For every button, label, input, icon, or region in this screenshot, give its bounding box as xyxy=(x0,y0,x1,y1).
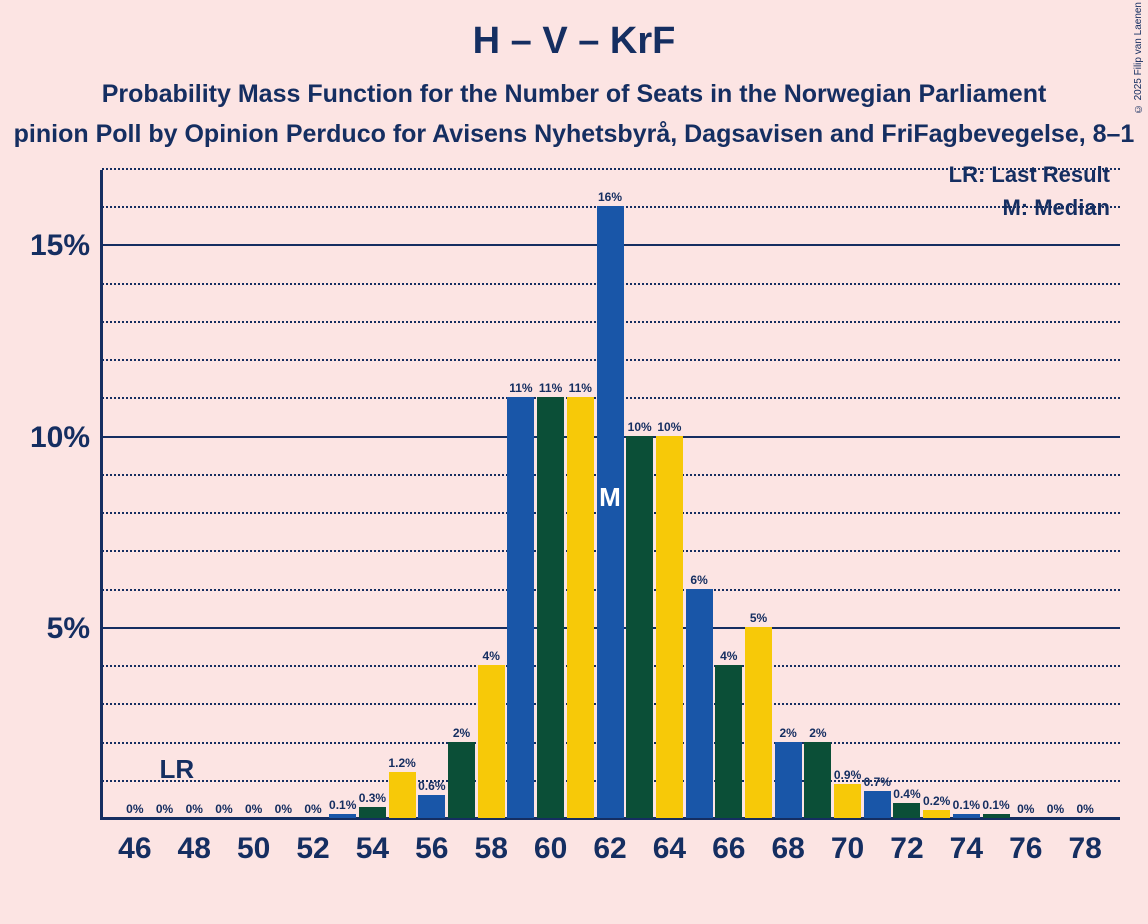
bar-value-label: 0% xyxy=(215,802,232,816)
bar-value-label: 0.1% xyxy=(329,798,356,812)
chart-subtitle-2: pinion Poll by Opinion Perduco for Avise… xyxy=(0,120,1148,149)
x-tick-label: 52 xyxy=(296,832,329,866)
x-tick-label: 50 xyxy=(237,832,270,866)
bar-value-label: 4% xyxy=(483,649,500,663)
bar-value-label: 0.3% xyxy=(359,791,386,805)
chart-subtitle-1: Probability Mass Function for the Number… xyxy=(0,80,1148,109)
bars-container: 0%0%0%0%0%0%0%0.1%0.3%1.2%0.6%2%4%11%11%… xyxy=(100,170,1120,820)
bar: 0.4% xyxy=(893,803,920,818)
bar: 0.1% xyxy=(329,814,356,818)
bar: 11% xyxy=(507,397,534,818)
legend-last-result: LR: Last Result xyxy=(949,162,1110,188)
median-marker: M xyxy=(599,482,621,513)
bar-value-label: 0.6% xyxy=(418,779,445,793)
bar-value-label: 1.2% xyxy=(388,756,415,770)
bar: 4% xyxy=(715,665,742,818)
bar-value-label: 0% xyxy=(1047,802,1064,816)
bar: 4% xyxy=(478,665,505,818)
bar-value-label: 0% xyxy=(275,802,292,816)
bar: 0.1% xyxy=(953,814,980,818)
bar-value-label: 6% xyxy=(690,573,707,587)
x-tick-label: 72 xyxy=(890,832,923,866)
bar-value-label: 0.1% xyxy=(982,798,1009,812)
x-tick-label: 74 xyxy=(950,832,983,866)
bar: 10% xyxy=(656,436,683,818)
bar-value-label: 0.1% xyxy=(953,798,980,812)
x-tick-label: 66 xyxy=(712,832,745,866)
x-tick-label: 78 xyxy=(1068,832,1101,866)
bar-value-label: 0% xyxy=(1076,802,1093,816)
bar-value-label: 10% xyxy=(628,420,652,434)
x-tick-label: 48 xyxy=(178,832,211,866)
bar-value-label: 2% xyxy=(780,726,797,740)
bar: 10% xyxy=(626,436,653,818)
x-tick-label: 76 xyxy=(1009,832,1042,866)
bar-value-label: 0.9% xyxy=(834,768,861,782)
bar: 1.2% xyxy=(389,772,416,818)
bar: 0.9% xyxy=(834,784,861,818)
bar-value-label: 11% xyxy=(569,381,592,395)
bar-value-label: 0% xyxy=(156,802,173,816)
x-tick-label: 56 xyxy=(415,832,448,866)
bar: 6% xyxy=(686,589,713,818)
bar: 11% xyxy=(537,397,564,818)
bar: 0.3% xyxy=(359,807,386,818)
x-tick-label: 46 xyxy=(118,832,151,866)
bar: 2% xyxy=(775,742,802,818)
bar-value-label: 0.7% xyxy=(864,775,891,789)
bar: 0.7% xyxy=(864,791,891,818)
x-tick-label: 54 xyxy=(356,832,389,866)
bar: 16%M xyxy=(597,206,624,818)
y-tick-label: 10% xyxy=(0,421,90,455)
bar: 0.2% xyxy=(923,810,950,818)
x-tick-label: 70 xyxy=(831,832,864,866)
bar-value-label: 2% xyxy=(453,726,470,740)
bar-value-label: 0% xyxy=(126,802,143,816)
bar-value-label: 16% xyxy=(598,190,622,204)
bar-value-label: 0% xyxy=(186,802,203,816)
bar: 2% xyxy=(448,742,475,818)
bar-value-label: 0.2% xyxy=(923,794,950,808)
bar: 0.1% xyxy=(983,814,1010,818)
bar-value-label: 11% xyxy=(539,381,562,395)
bar-value-label: 4% xyxy=(720,649,737,663)
bar: 2% xyxy=(804,742,831,818)
x-tick-label: 62 xyxy=(593,832,626,866)
chart-title: H – V – KrF xyxy=(0,20,1148,63)
y-tick-label: 5% xyxy=(0,612,90,646)
y-tick-label: 15% xyxy=(0,229,90,263)
x-tick-label: 64 xyxy=(653,832,686,866)
bar: 11% xyxy=(567,397,594,818)
bar-value-label: 11% xyxy=(509,381,532,395)
bar-value-label: 0% xyxy=(245,802,262,816)
bar-value-label: 0.4% xyxy=(893,787,920,801)
x-tick-label: 68 xyxy=(771,832,804,866)
x-tick-label: 60 xyxy=(534,832,567,866)
plot-area: 5%10%15% 4648505254565860626466687072747… xyxy=(100,170,1120,820)
bar-value-label: 0% xyxy=(304,802,321,816)
bar-value-label: 10% xyxy=(657,420,681,434)
bar-value-label: 0% xyxy=(1017,802,1034,816)
bar-value-label: 2% xyxy=(809,726,826,740)
x-tick-label: 58 xyxy=(475,832,508,866)
bar: 0.6% xyxy=(418,795,445,818)
bar: 5% xyxy=(745,627,772,818)
legend-median: M: Median xyxy=(1002,195,1110,221)
last-result-marker: LR xyxy=(160,754,195,785)
bar-value-label: 5% xyxy=(750,611,767,625)
